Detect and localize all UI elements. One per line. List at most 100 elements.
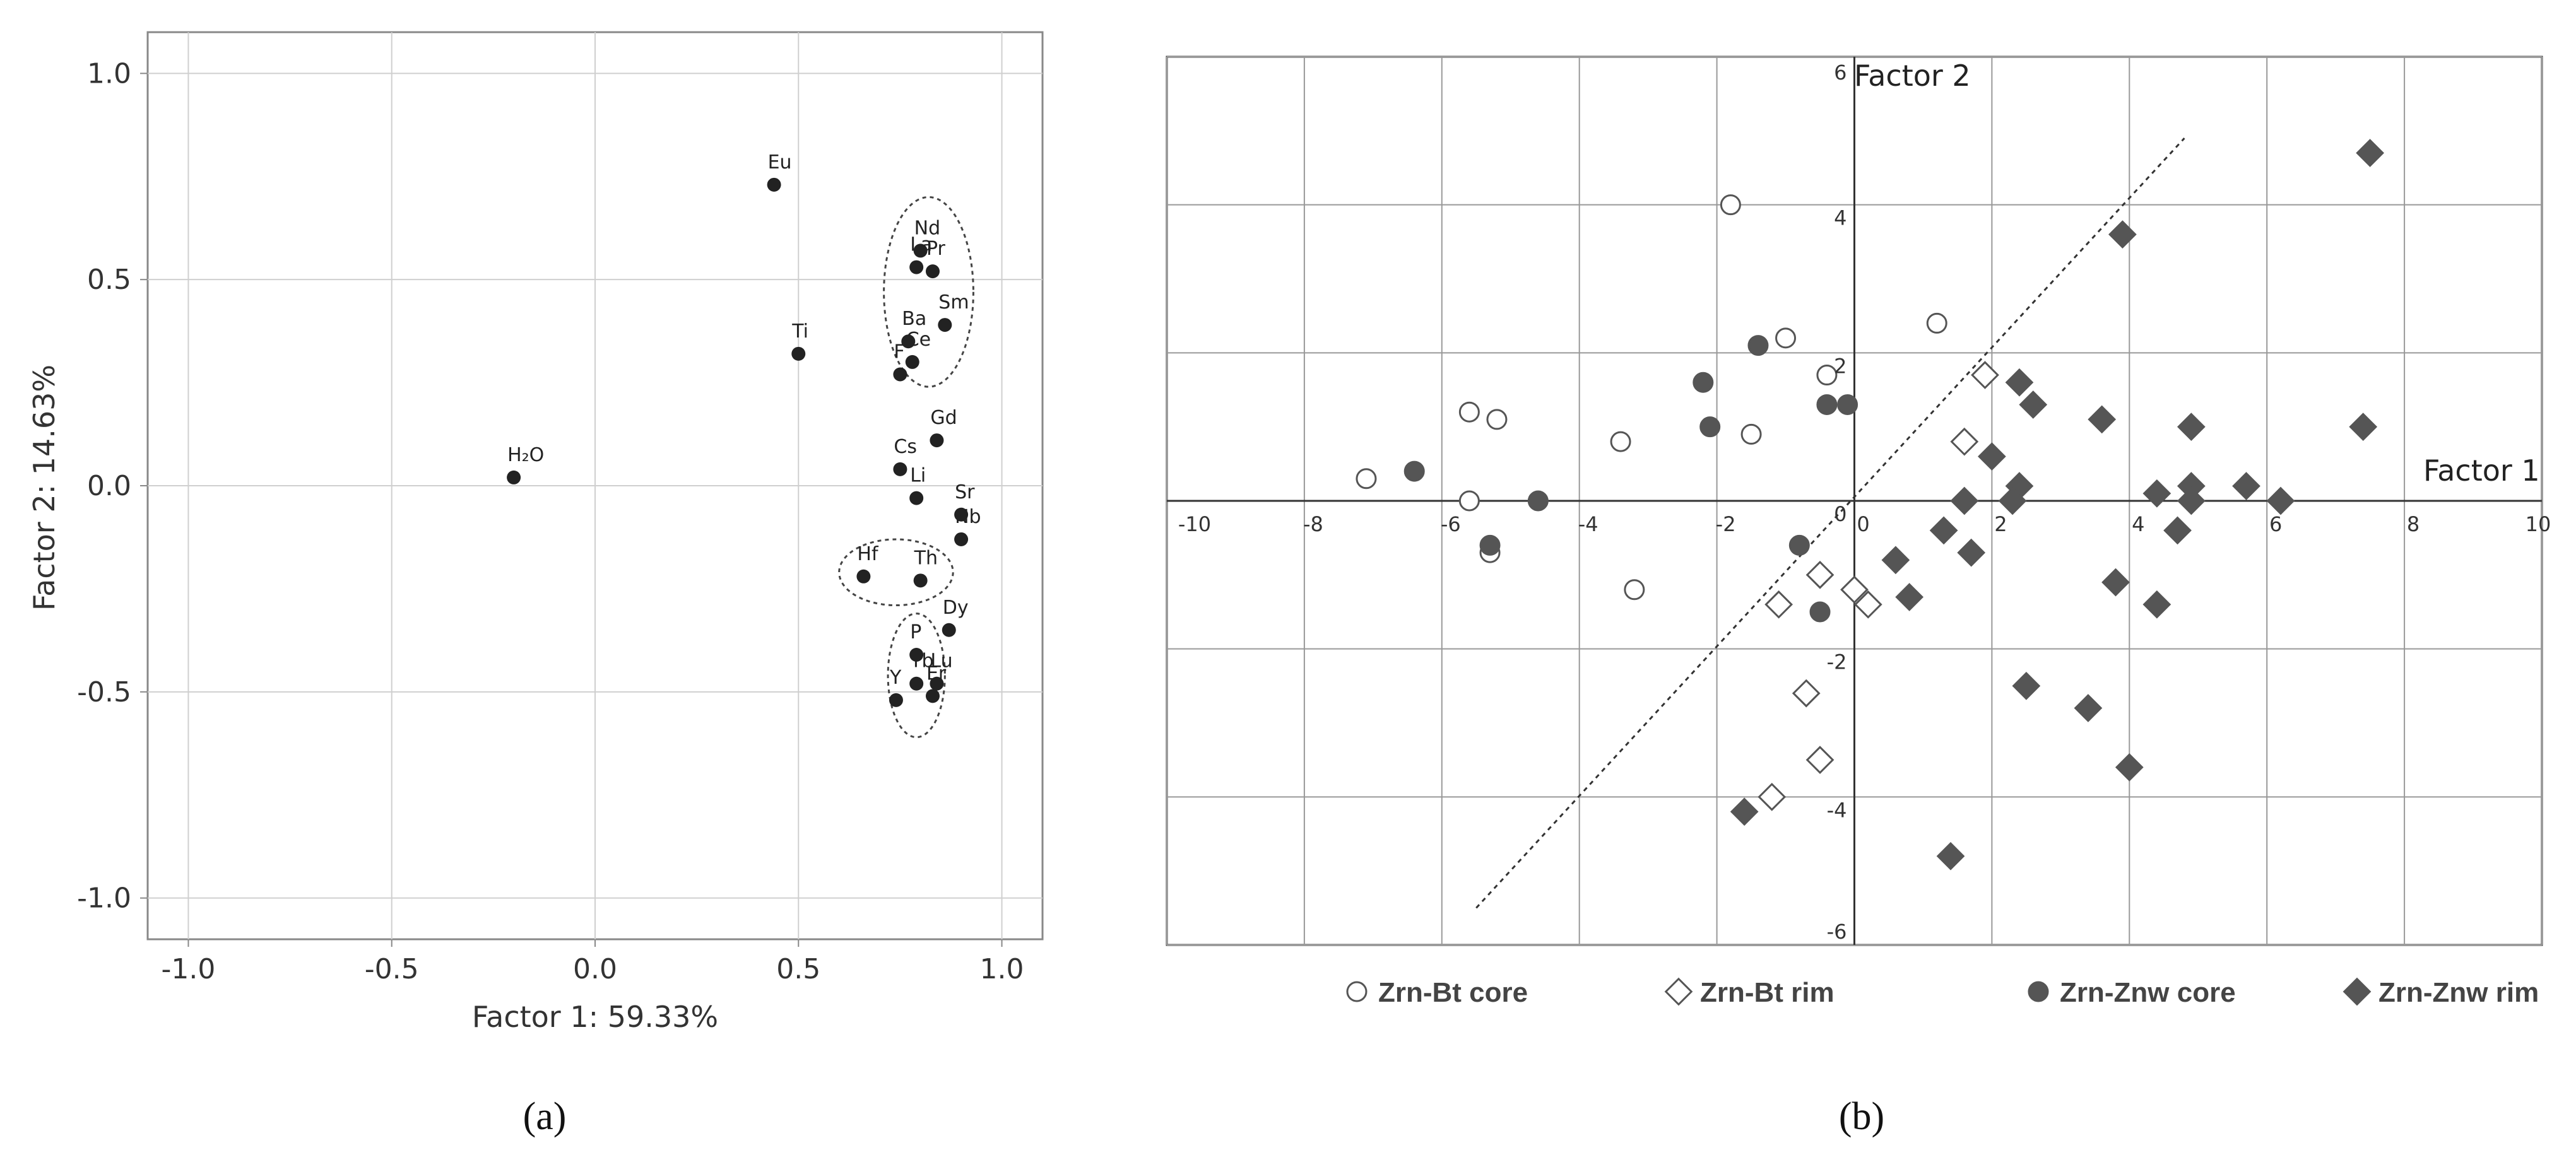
panel-b-point (2142, 590, 2171, 619)
panel-a-point-label: Pr (926, 238, 946, 260)
panel-a-point-label: Sm (938, 291, 969, 314)
panel-a-point (954, 507, 969, 522)
panel-b-x-tick-label: -8 (1303, 512, 1323, 536)
panel-b-x-tick-label: -6 (1441, 512, 1461, 536)
panel-a-y-tick-label: -1.0 (77, 882, 131, 915)
panel-b-point (1978, 442, 2006, 471)
panel-a-point (954, 532, 969, 546)
panel-a-point-label: H₂O (507, 444, 544, 466)
panel-a-x-tick-label: -0.5 (365, 953, 419, 985)
panel-b-legend-label: Zrn-Znw rim (2378, 977, 2539, 1008)
panel-b-y-tick-label: -4 (1827, 798, 1847, 822)
panel-a-point-label: Ba (902, 308, 926, 330)
panel-b-point (1356, 468, 1377, 490)
panel-a-groups (838, 196, 974, 739)
panel-a-y-tick-label: 0.5 (87, 264, 131, 296)
panel-b-x-tick-label: 6 (2269, 512, 2282, 536)
panel-a-x-axis-label: Factor 1: 59.33% (472, 1000, 718, 1034)
panel-b-regression-line (1475, 138, 2185, 909)
panel-a-point-label: Er (926, 662, 947, 684)
panel-b-x-tick-label: -2 (1716, 512, 1736, 536)
panel-b-point (1809, 601, 1831, 623)
panel-a-point-label: P (910, 621, 921, 643)
panel-b-point (1840, 575, 1869, 604)
panel-b-x-tick-label: 2 (1994, 512, 2007, 536)
panel-b-point (1950, 427, 1979, 456)
panel-b-point (1764, 590, 1793, 619)
panel-b-point (1479, 534, 1501, 556)
panel-b-y-ticks: 6 4 2 0 -2 -4 -6 (1827, 61, 1847, 944)
panel-b-point (1853, 590, 1882, 619)
panel-b-point (2177, 413, 2206, 442)
panel-a-point (925, 264, 940, 279)
panel-a-x-tick-label: 0.0 (573, 953, 617, 985)
panel-b-point (1788, 534, 1810, 556)
panel-a-point (909, 491, 924, 505)
panel-b-x-tick-label: 4 (2132, 512, 2144, 536)
panel-b-point (1929, 516, 1958, 545)
panel-a-y-ticks: 1.0 0.5 0.0 -0.5 -1.0 (77, 57, 148, 915)
panel-b-point (1895, 583, 1924, 611)
panel-a-x-tick-label: 0.5 (776, 953, 820, 985)
panel-b-x-tick-label: -10 (1178, 512, 1211, 536)
panel-a-point-label: Gd (930, 407, 957, 429)
panel-b-point (1950, 486, 1979, 515)
panel-b-point (1936, 841, 1965, 871)
panel-a-point (889, 693, 903, 707)
panel-b-legend-marker (2343, 977, 2372, 1006)
panel-b-x-ticks: -10 -8 -6 -4 -2 0 2 4 6 8 10 (1178, 512, 2551, 536)
panel-b-point (1957, 538, 1986, 567)
panel-b-point (2232, 472, 2260, 500)
panel-b-point (2088, 405, 2117, 434)
panel-a-grid (148, 32, 1043, 939)
panel-b-point (1805, 560, 1835, 589)
panel-a-point (909, 647, 924, 662)
panel-b-point (2266, 486, 2295, 515)
panel-b-point (1458, 401, 1480, 423)
panel-b-x-tick-label: -4 (1578, 512, 1598, 536)
panel-b: -10 -8 -6 -4 -2 0 2 4 6 8 10 6 4 2 0 -2 -4 -6 Factor 2 F… (1166, 56, 2551, 1138)
panel-b-point (2142, 479, 2171, 508)
panel-b-point (1805, 746, 1835, 775)
panel-b-point (2349, 413, 2378, 442)
panel-b-point (1740, 423, 1762, 445)
panel-b-point (1458, 490, 1480, 512)
panel-b-point (2101, 568, 2130, 597)
panel-a-point (893, 462, 907, 476)
panel-a-point (930, 433, 944, 448)
panel-b-caption: (b) (1839, 1095, 1884, 1138)
panel-b-point (1998, 486, 2027, 515)
panel-b-point (2019, 390, 2048, 419)
panel-b-x-tick-label: 8 (2407, 512, 2419, 536)
panel-b-y-tick-label: -6 (1827, 920, 1847, 944)
panel-b-point (1837, 394, 1858, 415)
panel-b-y-axis-label: Factor 2 (1854, 59, 1971, 93)
panel-b-legend-label: Zrn-Znw core (2060, 977, 2236, 1008)
panel-b-point (1486, 409, 1508, 430)
panel-b-point (1758, 782, 1787, 811)
panel-b-point (2163, 516, 2192, 545)
panel-a-point-label: Li (910, 465, 926, 487)
panel-a-y-tick-label: -0.5 (77, 676, 131, 708)
panel-a-point (913, 243, 928, 258)
panel-b-point (2115, 753, 2144, 782)
panel-a-point (913, 573, 928, 588)
panel-a-point-label: Nd (914, 217, 940, 239)
panel-a-point (767, 177, 781, 192)
panel-b-x-tick-label: 0 (1857, 512, 1869, 536)
panel-a-point-label: Yb (909, 650, 933, 672)
panel-b-legend: Zrn-Bt core Zrn-Bt rim Zrn-Znw core Zrn-Znw… (1346, 977, 2539, 1008)
panel-a-point-label: Sr (955, 481, 975, 503)
panel-a-point-label: Ti (791, 320, 808, 343)
panel-a-point (942, 623, 956, 637)
panel-b-dashed-line (1475, 138, 2185, 909)
panel-a-group-ellipse (838, 538, 954, 607)
panel-b-y-tick-label: 0 (1834, 502, 1846, 526)
panel-b-points (1356, 139, 2384, 871)
panel-a-point-label: Y (889, 667, 902, 689)
panel-b-point (2177, 486, 2206, 515)
panel-b-point (1971, 361, 1999, 389)
panel-b-legend-marker (2028, 981, 2049, 1002)
